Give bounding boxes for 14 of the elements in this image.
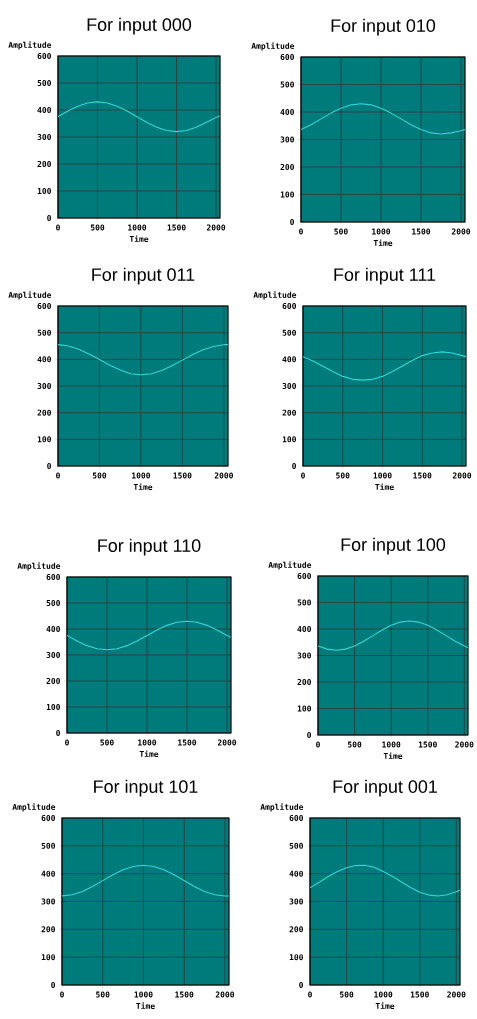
line-series: [302, 351, 466, 381]
chart-title: For input 111: [334, 267, 435, 285]
line-series: [317, 620, 468, 651]
chart-title: For input 101: [94, 779, 198, 797]
line-series: [57, 344, 228, 376]
chart-title: For input 010: [331, 18, 435, 36]
chart-title: For input 000: [87, 17, 191, 35]
line-series: [309, 864, 460, 897]
chart-title: For input 100: [341, 537, 445, 555]
chart-title: For input 001: [333, 779, 437, 797]
chart-title: For input 011: [92, 267, 195, 285]
chart-title: For input 110: [98, 538, 201, 556]
line-series: [300, 103, 465, 135]
line-series: [66, 620, 231, 651]
